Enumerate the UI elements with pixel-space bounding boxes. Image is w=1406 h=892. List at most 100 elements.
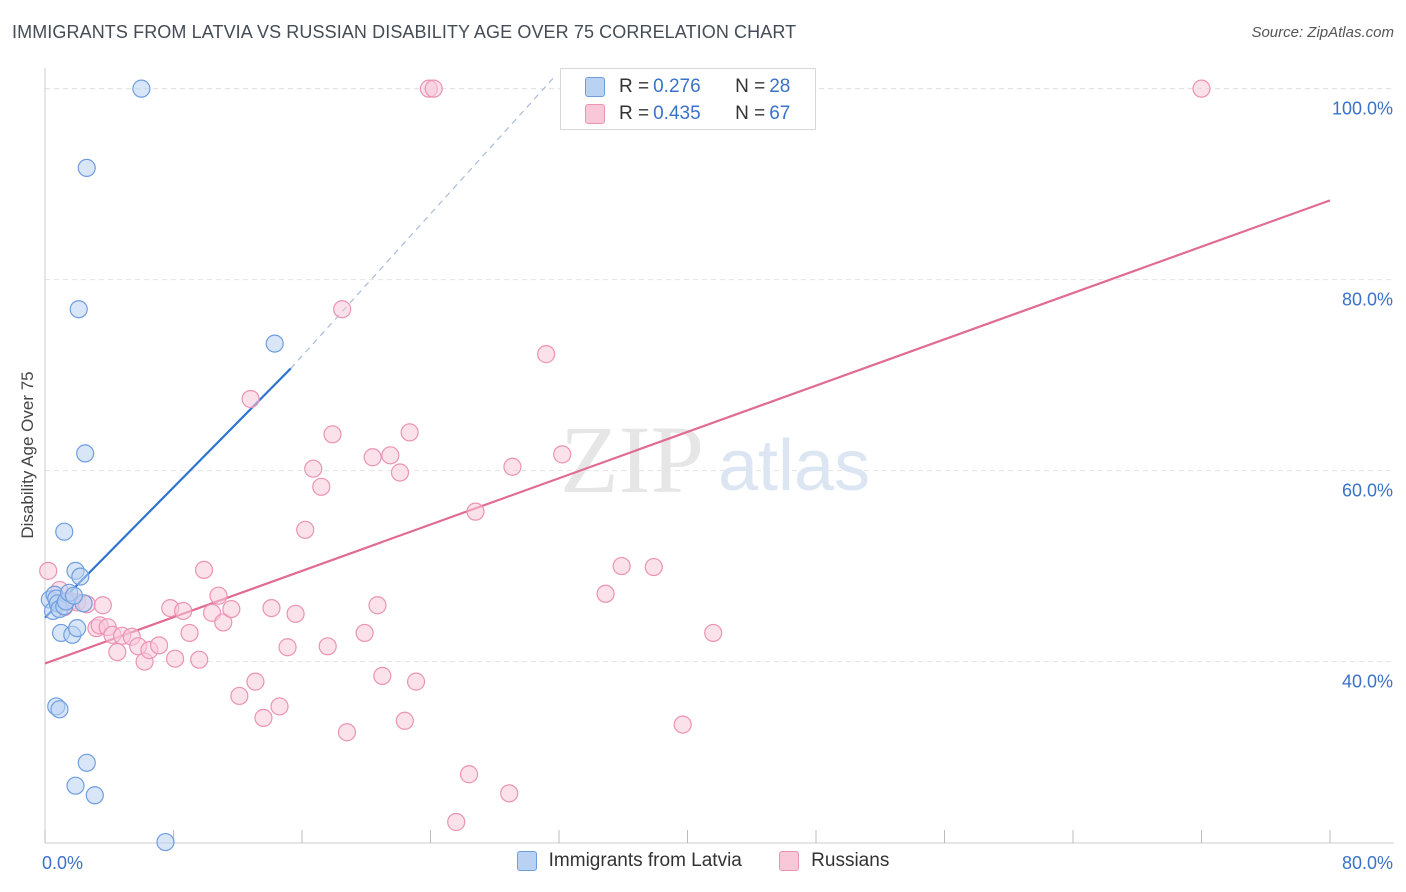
latvia-point <box>77 158 96 178</box>
russians-point <box>254 708 273 728</box>
russians-point <box>230 686 249 706</box>
latvia-point <box>77 753 96 772</box>
legend-swatch-russians <box>779 851 800 871</box>
latvia-point <box>71 567 90 586</box>
stats-box: R = 0.276 N = 28 R = 0.435 N = 67 <box>560 68 816 130</box>
russians-point <box>323 425 342 444</box>
russians-point <box>286 604 305 623</box>
russians-point <box>214 613 233 632</box>
stats-n-value: 67 <box>769 103 791 124</box>
stats-r-value: 0.435 <box>653 103 701 124</box>
russians-point <box>596 584 615 603</box>
y-axis-label: Disability Age Over 75 <box>18 371 37 539</box>
russians-point <box>174 601 193 621</box>
stats-swatch-russians <box>585 104 605 124</box>
russians-point <box>400 423 419 442</box>
data-points <box>39 79 1211 852</box>
latvia-point <box>132 79 151 98</box>
russians-point <box>355 623 374 643</box>
stats-n-label: N = <box>735 76 766 97</box>
latvia-trend-extension <box>290 74 557 369</box>
russians-point <box>304 459 323 478</box>
russians-point <box>333 300 352 319</box>
latvia-point <box>68 619 87 638</box>
russians-point <box>503 457 522 476</box>
latvia-point <box>66 776 85 795</box>
latvia-point <box>265 334 284 353</box>
latvia-point <box>76 444 95 463</box>
stats-row-russians: R = 0.435 N = 67 <box>585 101 791 127</box>
russians-point <box>39 561 58 580</box>
watermark: ZIP atlas <box>560 406 870 513</box>
russians-point <box>194 560 214 580</box>
russians-point <box>447 812 466 832</box>
russians-point <box>373 666 392 685</box>
stats-r-label: R = <box>619 103 650 124</box>
russians-point <box>553 445 572 464</box>
russians-point <box>459 765 479 784</box>
stats-n-value: 28 <box>769 76 791 97</box>
source-label: Source: ZipAtlas.com <box>1251 24 1394 41</box>
latvia-point <box>55 522 74 541</box>
russians-point <box>209 586 228 605</box>
watermark-atlas: atlas <box>718 426 870 506</box>
y-tick-label: 60.0% <box>1342 481 1393 501</box>
watermark-zip: ZIP <box>560 406 704 513</box>
stats-n-label: N = <box>735 103 766 124</box>
russians-point <box>222 599 241 619</box>
legend-swatch-latvia <box>516 851 537 871</box>
trend-lines <box>44 74 1331 665</box>
russians-point <box>537 345 556 364</box>
y-tick-label: 40.0% <box>1342 672 1393 692</box>
x-tick-label: 80.0% <box>1342 853 1393 873</box>
legend-item-russians: Russians <box>779 850 889 872</box>
russians-point <box>466 502 485 521</box>
russians-point <box>390 463 410 482</box>
legend-label-russians: Russians <box>811 850 890 871</box>
russians-point <box>704 623 723 643</box>
russians-point <box>166 649 185 668</box>
latvia-point <box>85 786 104 805</box>
russians-point <box>312 477 331 496</box>
legend: Immigrants from Latvia Russians <box>0 850 1406 877</box>
russians-point <box>108 642 127 662</box>
russians-point <box>381 446 400 465</box>
russians-point <box>395 711 414 730</box>
legend-item-latvia: Immigrants from Latvia <box>516 850 742 872</box>
russians-point <box>262 598 281 618</box>
russians-point <box>1192 79 1211 98</box>
russians-point <box>424 79 443 98</box>
russians-point <box>93 596 112 615</box>
russians-point <box>673 715 692 734</box>
tick-labels: 40.0% 60.0% 80.0% 100.0% 0.0% 80.0% <box>42 99 1393 873</box>
grid <box>45 88 1394 663</box>
stats-r-label: R = <box>619 76 650 97</box>
latvia-point <box>64 586 84 605</box>
russians-point <box>241 389 260 409</box>
russians-point <box>368 596 387 615</box>
y-tick-label: 80.0% <box>1342 290 1393 310</box>
y-tick-label: 100.0% <box>1332 99 1393 119</box>
russians-point <box>296 520 315 539</box>
russians-point <box>190 650 209 669</box>
russians-point <box>270 697 289 716</box>
russians-point <box>644 557 663 577</box>
russians-trend-line <box>44 199 1331 665</box>
russians-point <box>318 637 337 656</box>
russians-point <box>406 672 426 691</box>
latvia-point <box>69 300 88 319</box>
latvia-point <box>50 700 69 719</box>
russians-point <box>180 623 199 643</box>
russians-point <box>278 638 297 657</box>
x-tick-label: 0.0% <box>42 853 83 873</box>
russians-point <box>500 784 519 803</box>
russians-point <box>363 448 382 467</box>
russians-point <box>612 556 631 576</box>
russians-point <box>246 672 265 691</box>
russians-point <box>337 723 357 742</box>
legend-label-latvia: Immigrants from Latvia <box>548 850 742 871</box>
latvia-point <box>156 832 175 852</box>
stats-swatch-latvia <box>585 77 605 97</box>
stats-row-latvia: R = 0.276 N = 28 <box>585 74 791 100</box>
